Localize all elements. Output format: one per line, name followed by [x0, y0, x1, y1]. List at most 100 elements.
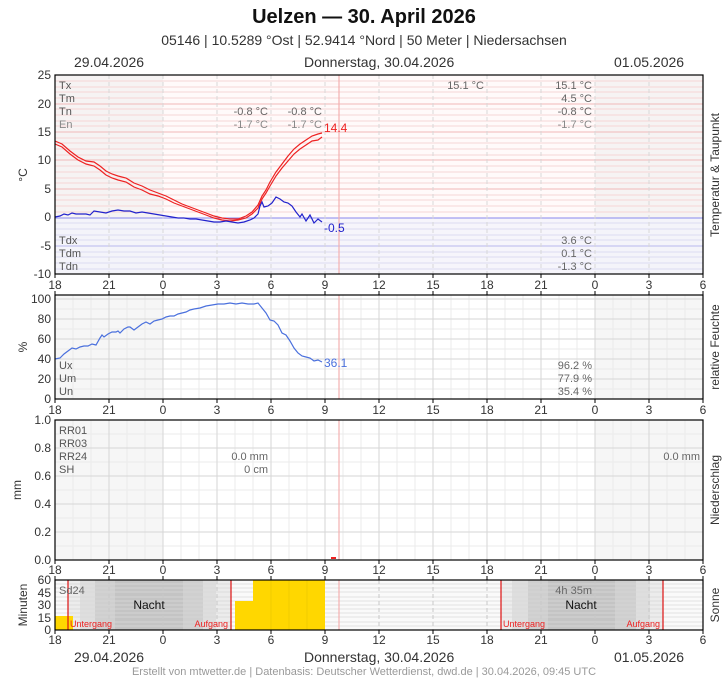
precip-marker — [331, 557, 336, 559]
svg-text:100: 100 — [31, 292, 51, 306]
svg-text:0: 0 — [592, 278, 599, 292]
humidity-values: 96.2 % 77.9 % 35.4 % — [558, 360, 592, 398]
svg-text:6: 6 — [700, 278, 707, 292]
sun-side-label: Sonne — [708, 587, 722, 622]
svg-text:0: 0 — [44, 392, 51, 406]
svg-text:4.5 °C: 4.5 °C — [561, 93, 592, 105]
svg-text:En: En — [59, 119, 72, 131]
svg-text:0.6: 0.6 — [34, 469, 51, 483]
svg-text:21: 21 — [534, 278, 548, 292]
svg-text:1.0: 1.0 — [34, 413, 51, 427]
svg-text:12: 12 — [372, 278, 386, 292]
current-temp-label: 14.4 — [324, 121, 348, 135]
svg-text:18: 18 — [48, 278, 62, 292]
svg-text:Tm: Tm — [59, 93, 75, 105]
svg-text:Tdn: Tdn — [59, 261, 78, 273]
svg-text:-0.8 °C: -0.8 °C — [234, 106, 268, 118]
svg-text:21: 21 — [534, 633, 548, 647]
svg-text:Aufgang: Aufgang — [194, 619, 228, 629]
svg-text:21: 21 — [534, 563, 548, 577]
svg-text:3: 3 — [214, 633, 221, 647]
svg-text:-1.7 °C: -1.7 °C — [558, 119, 592, 131]
svg-text:0.0: 0.0 — [34, 553, 51, 567]
svg-text:0.2: 0.2 — [34, 525, 51, 539]
footer-date-center: Donnerstag, 30.04.2026 — [304, 649, 455, 665]
precip-x-axis: 18 21 0 3 6 9 12 15 18 21 0 3 6 — [48, 563, 706, 577]
svg-text:3: 3 — [646, 633, 653, 647]
svg-text:0: 0 — [160, 563, 167, 577]
svg-text:0.0 mm: 0.0 mm — [231, 451, 268, 463]
date-left: 29.04.2026 — [74, 54, 145, 70]
svg-text:20: 20 — [38, 97, 52, 111]
svg-text:15.1 °C: 15.1 °C — [447, 80, 484, 92]
svg-text:6: 6 — [268, 403, 275, 417]
svg-text:3: 3 — [214, 563, 221, 577]
humidity-panel: 100 80 60 40 20 0 % relative Feuchte Ux … — [16, 291, 722, 417]
svg-text:21: 21 — [102, 633, 116, 647]
svg-text:-0.8 °C: -0.8 °C — [558, 106, 592, 118]
station-info: 05146 | 10.5289 °Ost | 52.9414 °Nord | 5… — [161, 32, 567, 48]
humidity-y-axis: 100 80 60 40 20 0 — [31, 292, 51, 406]
current-dewpoint-label: -0.5 — [324, 221, 345, 235]
svg-text:5: 5 — [44, 182, 51, 196]
sun-event-lines — [67, 580, 664, 630]
svg-text:3: 3 — [214, 403, 221, 417]
svg-text:18: 18 — [480, 633, 494, 647]
temp-unit-label: °C — [16, 168, 30, 182]
sun-x-axis: 18 21 0 3 6 9 12 15 18 21 0 3 6 — [48, 633, 706, 647]
svg-text:3.6 °C: 3.6 °C — [561, 235, 592, 247]
svg-text:0: 0 — [592, 563, 599, 577]
svg-text:60: 60 — [38, 332, 52, 346]
svg-text:60: 60 — [38, 573, 52, 587]
svg-text:96.2 %: 96.2 % — [558, 360, 592, 372]
svg-text:3: 3 — [646, 278, 653, 292]
footer-date-right: 01.05.2026 — [614, 649, 685, 665]
precip-panel: 1.0 0.8 0.6 0.4 0.2 0.0 mm Niederschlag … — [10, 413, 722, 577]
sun-y-axis: 60 45 30 15 0 — [38, 573, 52, 637]
sun-panel: 60 45 30 15 0 Minuten Sonne Sd24 4h 35m … — [16, 573, 722, 647]
current-humidity-label: 36.1 — [324, 356, 348, 370]
svg-text:3: 3 — [214, 278, 221, 292]
date-center: Donnerstag, 30.04.2026 — [304, 54, 455, 70]
svg-text:Um: Um — [59, 373, 76, 385]
svg-text:3: 3 — [646, 403, 653, 417]
svg-text:6: 6 — [268, 278, 275, 292]
svg-text:18: 18 — [480, 278, 494, 292]
svg-text:0: 0 — [592, 633, 599, 647]
svg-text:35.4 %: 35.4 % — [558, 386, 592, 398]
svg-text:9: 9 — [322, 563, 329, 577]
temperature-max-line — [54, 132, 323, 220]
svg-text:0.0 mm: 0.0 mm — [663, 451, 700, 463]
humidity-line — [54, 302, 323, 363]
credit-line: Erstellt von mtwetter.de | Datenbasis: D… — [131, 666, 597, 678]
svg-text:-0.8 °C: -0.8 °C — [288, 106, 322, 118]
temp-x-axis: 18 21 0 3 6 9 12 15 18 21 0 3 6 — [48, 278, 706, 292]
svg-text:21: 21 — [102, 403, 116, 417]
svg-text:20: 20 — [38, 372, 52, 386]
svg-text:80: 80 — [38, 312, 52, 326]
precip-side-label: Niederschlag — [708, 455, 722, 525]
svg-text:0: 0 — [44, 623, 51, 637]
svg-text:RR03: RR03 — [59, 438, 87, 450]
svg-text:Tx: Tx — [59, 80, 72, 92]
svg-text:Tdm: Tdm — [59, 248, 81, 260]
date-right: 01.05.2026 — [614, 54, 685, 70]
svg-text:Untergang: Untergang — [503, 619, 545, 629]
precip-legend: RR01 RR03 RR24 SH — [59, 425, 87, 476]
svg-text:Ux: Ux — [59, 360, 73, 372]
svg-text:Untergang: Untergang — [70, 619, 112, 629]
svg-text:Un: Un — [59, 386, 73, 398]
footer-date-left: 29.04.2026 — [74, 649, 145, 665]
svg-text:12: 12 — [372, 403, 386, 417]
humidity-x-axis: 18 21 0 3 6 9 12 15 18 21 0 3 6 — [48, 403, 706, 417]
sd24-value: 4h 35m — [555, 585, 592, 597]
svg-text:77.9 %: 77.9 % — [558, 373, 592, 385]
precip-y-axis: 1.0 0.8 0.6 0.4 0.2 0.0 — [34, 413, 51, 567]
temp-legend: Tx Tm Tn En Tdx Tdm Tdn — [59, 80, 81, 273]
svg-text:15: 15 — [426, 633, 440, 647]
night-label-2: Nacht — [565, 598, 597, 612]
svg-text:9: 9 — [322, 403, 329, 417]
svg-text:10: 10 — [38, 153, 52, 167]
page-title: Uelzen — 30. April 2026 — [252, 6, 476, 28]
